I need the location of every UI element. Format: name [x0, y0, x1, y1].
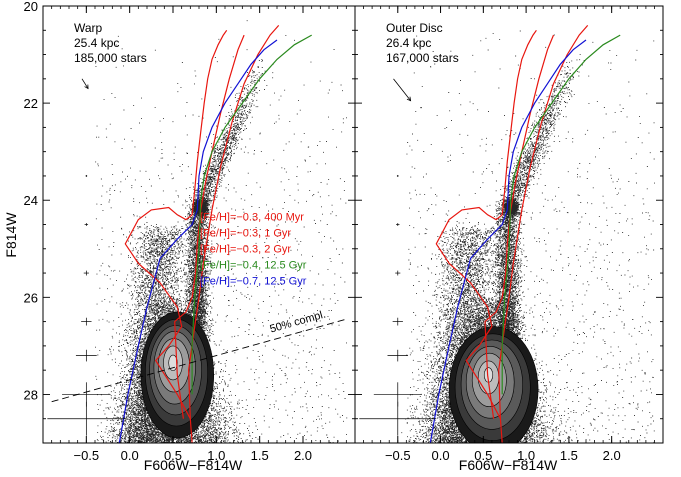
isochrone-green: [501, 34, 621, 395]
panel-info: 25.4 kpc: [74, 36, 119, 50]
x-tick-label: 1.0: [207, 448, 225, 463]
panel-title: Outer Disc: [386, 21, 443, 35]
y-tick-label: 22: [24, 96, 38, 111]
x-tick-label: 1.5: [251, 448, 269, 463]
x-tick-label: 2.0: [294, 448, 312, 463]
legend-entry: [Fe/H]=−0.3, 2 Gyr: [200, 244, 291, 256]
isochrone-blue: [118, 39, 278, 443]
isochrone-red: [498, 25, 589, 419]
y-axis-label: F814W: [3, 212, 19, 258]
isochrone-blue: [429, 39, 587, 443]
plot-area: [359, 25, 655, 443]
y-tick-label: 24: [24, 193, 38, 208]
x-axis-label-right: F606W−F814W: [459, 457, 558, 473]
x-axis-label-left: F606W−F814W: [144, 457, 243, 473]
isochrone-red: [187, 25, 280, 419]
isochrone-red: [484, 34, 555, 419]
reddening-arrow-head: [406, 96, 412, 102]
legend-entry: [Fe/H]=−0.7, 12.5 Gyr: [200, 276, 307, 288]
x-tick-label: 1.0: [517, 448, 535, 463]
legend-entry: [Fe/H]=−0.3, 400 Myr: [200, 212, 304, 224]
x-tick-label: 2.0: [603, 448, 621, 463]
panel-warp: 50% compl. −0.5 0.0 0.5 1.0 1.5 2.0 20 22 24 26 28 W…: [24, 0, 356, 463]
reddening-arrow-head: [84, 84, 89, 90]
panel-info: 167,000 stars: [386, 51, 459, 65]
legend-entry: [Fe/H]=−0.3, 1 Gyr: [200, 228, 291, 240]
completeness-line: [51, 318, 347, 403]
isochrone-red: [174, 34, 245, 419]
y-tick-label: 28: [24, 387, 38, 402]
x-tick-label: 1.5: [560, 448, 578, 463]
isochrone-red: [435, 29, 537, 443]
x-tick-label: 0.0: [121, 448, 139, 463]
panel-info: 185,000 stars: [74, 51, 147, 65]
isochrone-red: [124, 29, 228, 443]
isochrone-green: [191, 34, 312, 395]
completeness-label: 50% compl.: [269, 308, 328, 335]
reddening-arrow: [81, 78, 89, 89]
y-tick-label: 26: [24, 290, 38, 305]
panel-info: 26.4 kpc: [386, 36, 431, 50]
x-tick-label: 0.5: [164, 448, 182, 463]
x-tick-label: −0.5: [385, 448, 411, 463]
legend-entry: [Fe/H]=−0.4, 12.5 Gyr: [200, 260, 307, 272]
reddening-arrow: [393, 78, 411, 101]
x-tick-label: 0.5: [474, 448, 492, 463]
panel-title: Warp: [74, 21, 103, 35]
x-tick-label: −0.5: [73, 448, 99, 463]
y-tick-label: 20: [24, 0, 38, 14]
plot-area: [47, 20, 348, 443]
x-tick-label: 0.0: [432, 448, 450, 463]
